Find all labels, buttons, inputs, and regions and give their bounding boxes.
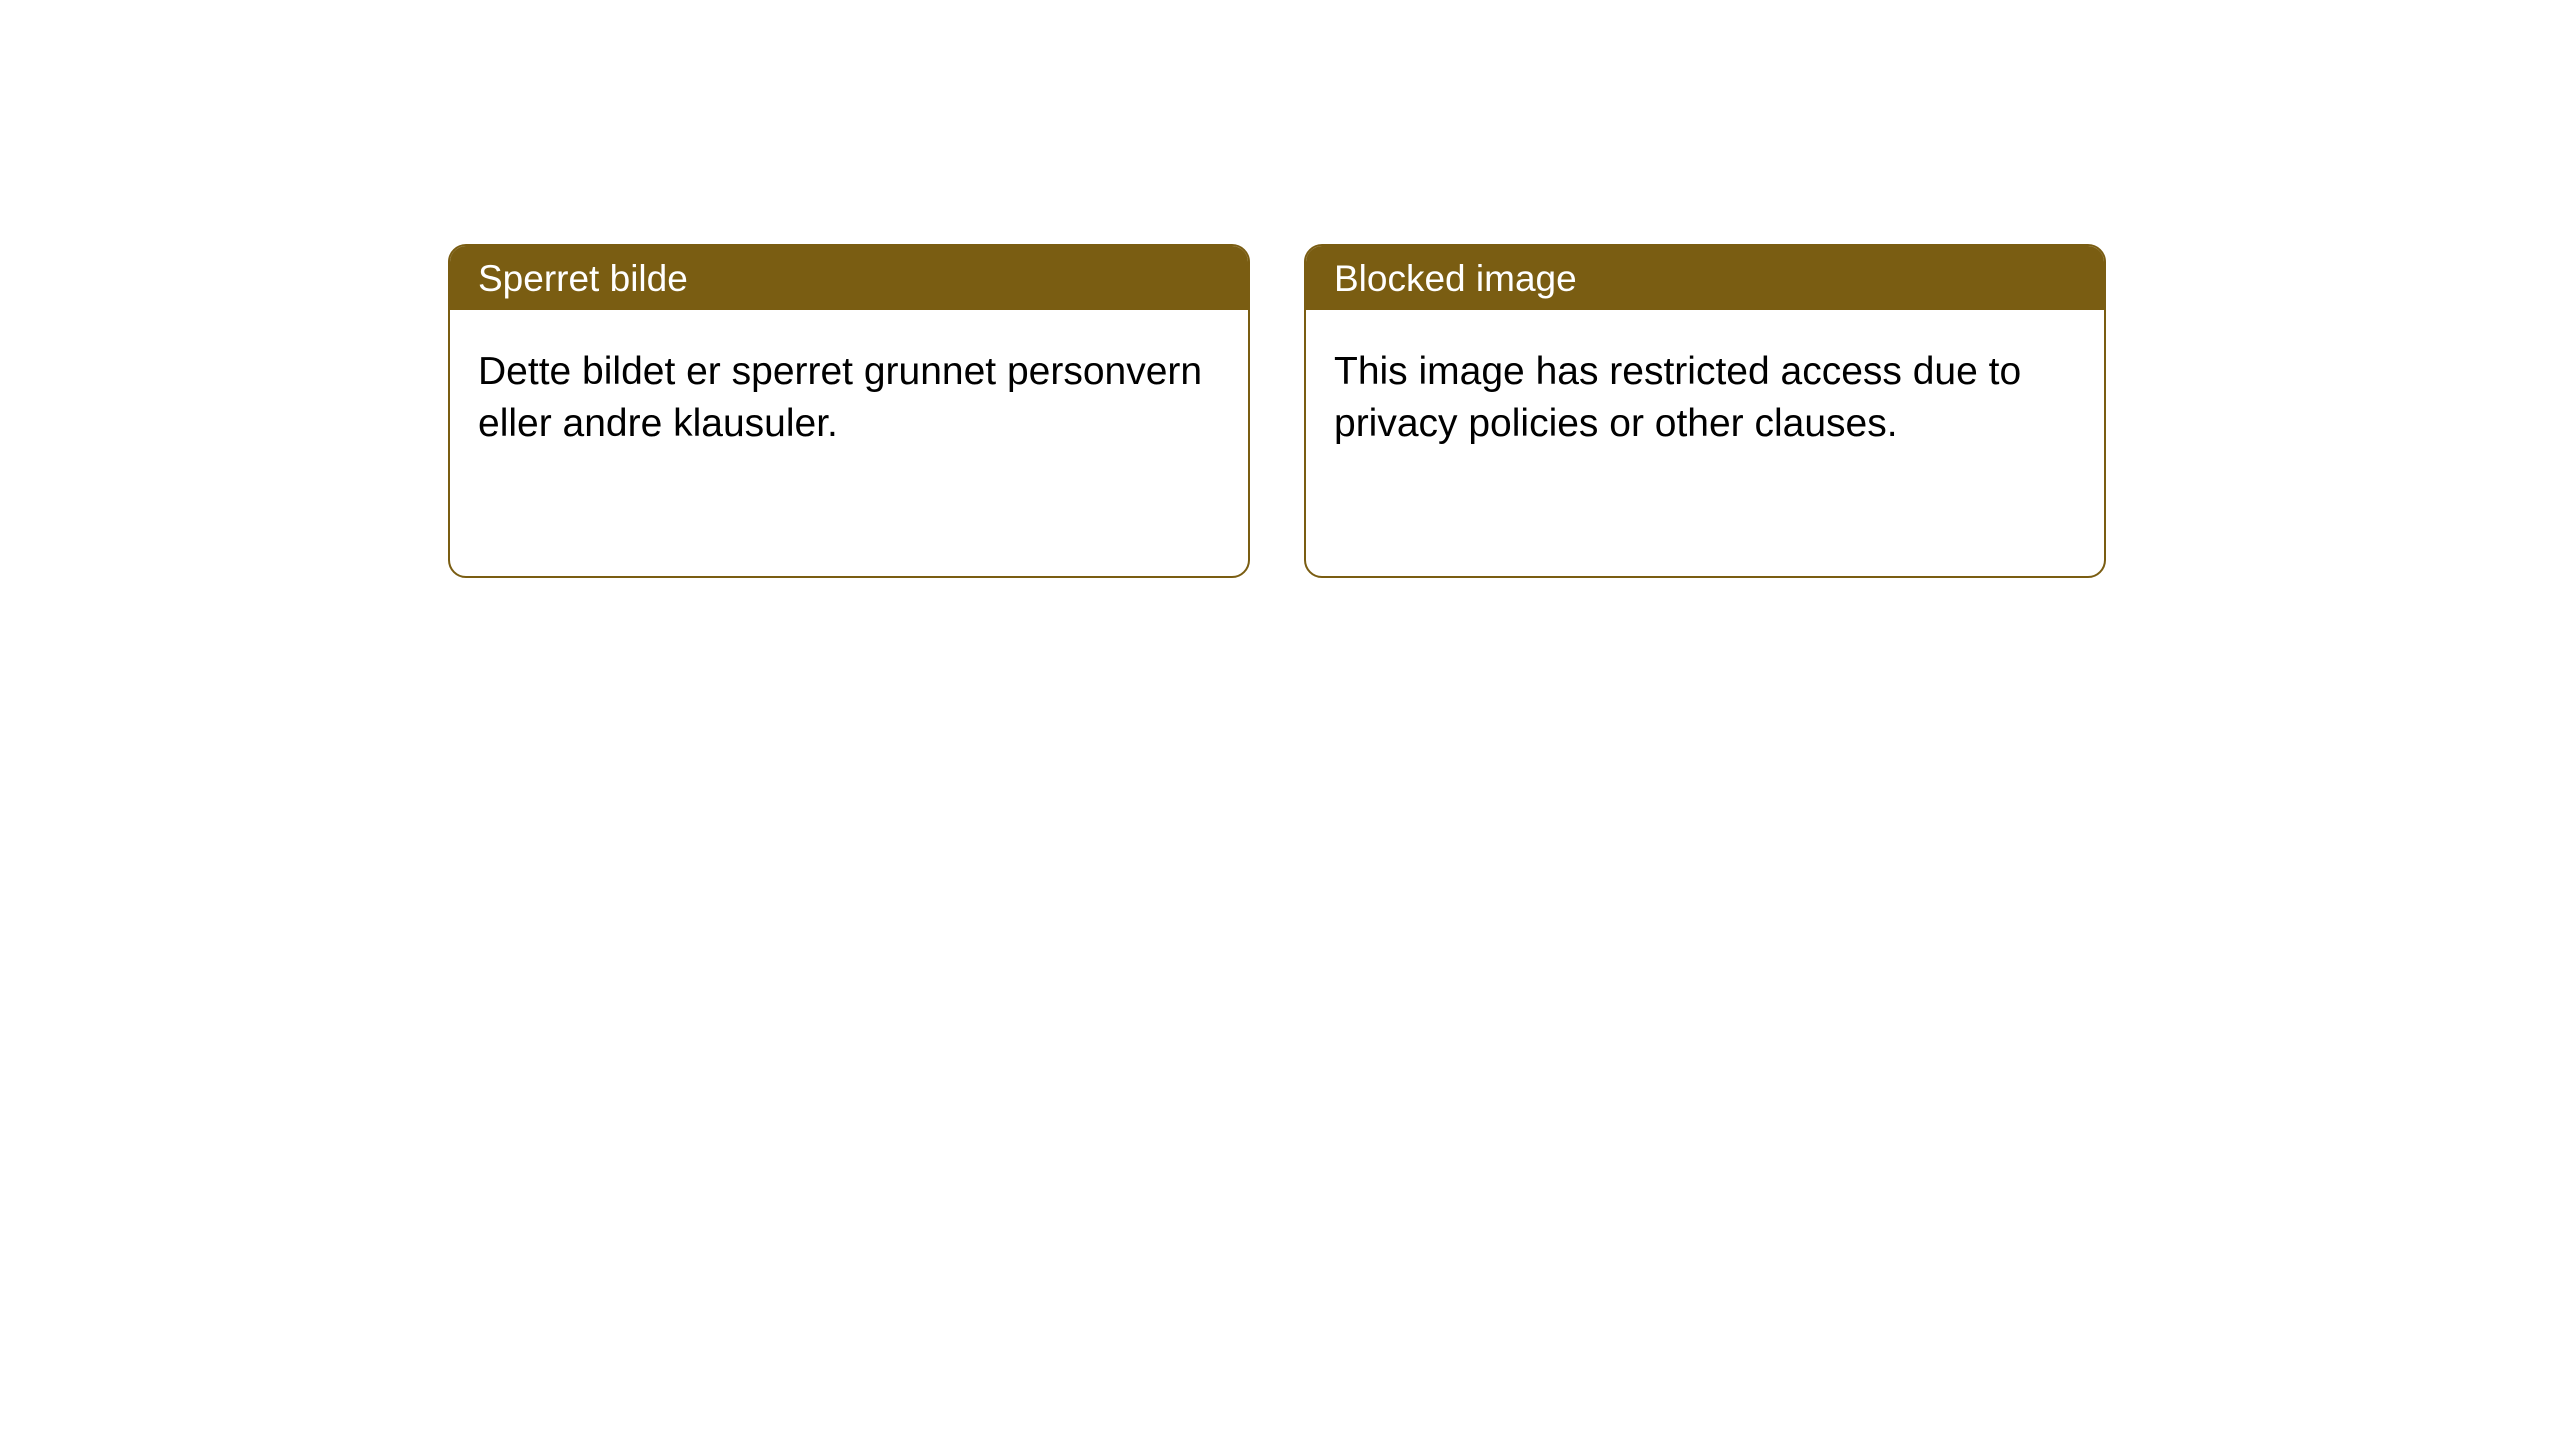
blocked-image-card-no: Sperret bilde Dette bildet er sperret gr… (448, 244, 1250, 578)
blocked-image-card-en: Blocked image This image has restricted … (1304, 244, 2106, 578)
card-body-no: Dette bildet er sperret grunnet personve… (450, 310, 1248, 478)
card-title-en: Blocked image (1306, 246, 2104, 310)
cards-container: Sperret bilde Dette bildet er sperret gr… (0, 0, 2560, 578)
card-title-no: Sperret bilde (450, 246, 1248, 310)
card-body-en: This image has restricted access due to … (1306, 310, 2104, 478)
